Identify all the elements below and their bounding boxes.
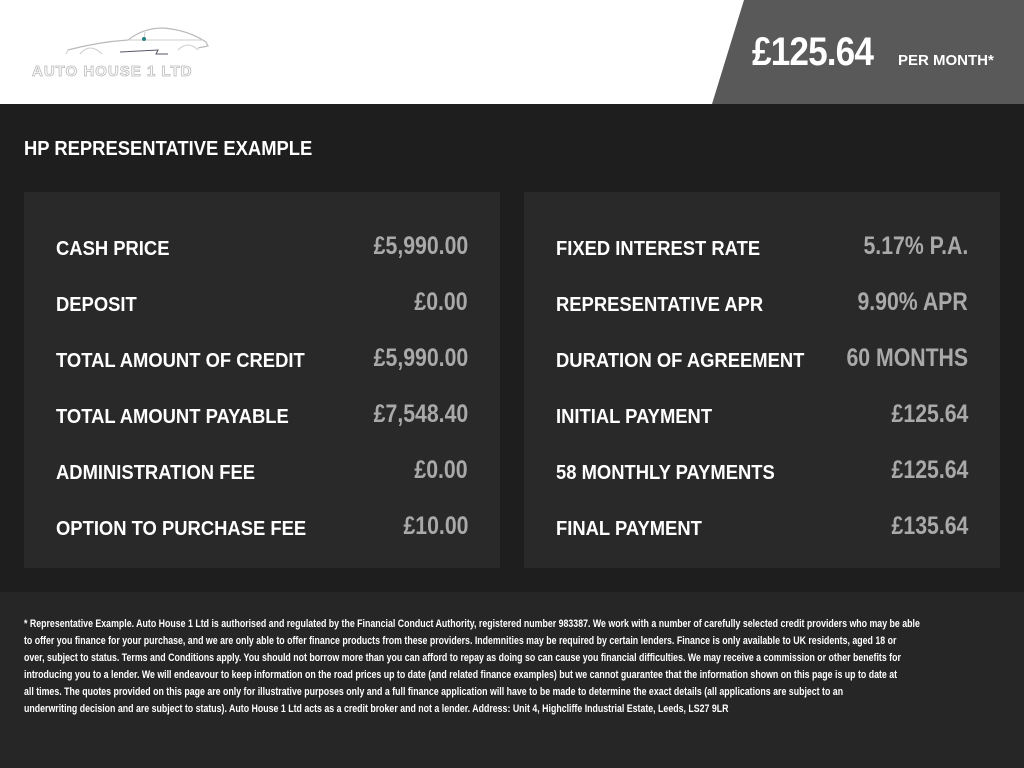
disclaimer-text: * Representative Example. Auto House 1 L… — [24, 616, 1024, 718]
logo-text: AUTO HOUSE 1 LTD — [32, 63, 192, 80]
row-value: £125.64 — [891, 400, 968, 428]
row-label: 58 MONTHLY PAYMENTS — [556, 462, 775, 484]
disclaimer-line: to offer you finance for your purchase, … — [24, 635, 897, 647]
finance-row: INITIAL PAYMENT £125.64 — [556, 396, 968, 436]
section-title: HP REPRESENTATIVE EXAMPLE — [24, 138, 313, 160]
finance-row: 58 MONTHLY PAYMENTS £125.64 — [556, 452, 968, 492]
row-value: £10.00 — [403, 512, 468, 540]
finance-row: REPRESENTATIVE APR 9.90% APR — [556, 284, 968, 324]
company-logo: AUTO HOUSE 1 LTD — [32, 27, 209, 80]
disclaimer-line: all times. The quotes provided on this p… — [24, 686, 844, 698]
finance-row: TOTAL AMOUNT OF CREDIT £5,990.00 — [56, 340, 468, 380]
header: AUTO HOUSE 1 LTD £125.64 PER MONTH* — [0, 0, 1024, 104]
row-label: ADMINISTRATION FEE — [56, 462, 255, 484]
row-value: £5,990.00 — [373, 344, 468, 372]
finance-example-section: HP REPRESENTATIVE EXAMPLE CASH PRICE £5,9… — [0, 104, 1024, 592]
disclaimer-line: * Representative Example. Auto House 1 L… — [24, 618, 920, 630]
row-value: 9.90% APR — [857, 288, 968, 316]
finance-row: DURATION OF AGREEMENT 60 MONTHS — [556, 340, 968, 380]
right-panel: FIXED INTEREST RATE 5.17% P.A. REPRESENTAT… — [524, 192, 1000, 568]
row-label: FIXED INTEREST RATE — [556, 238, 761, 260]
monthly-price-box: £125.64 PER MONTH* — [712, 0, 1024, 104]
row-label: REPRESENTATIVE APR — [556, 294, 764, 316]
finance-row: ADMINISTRATION FEE £0.00 — [56, 452, 468, 492]
row-value: £5,990.00 — [373, 232, 468, 260]
row-label: TOTAL AMOUNT OF CREDIT — [56, 350, 305, 372]
disclaimer-footer: * Representative Example. Auto House 1 L… — [0, 592, 1024, 768]
per-month-label: PER MONTH* — [898, 52, 994, 69]
row-label: INITIAL PAYMENT — [556, 406, 713, 428]
row-label: DEPOSIT — [56, 294, 137, 316]
row-value: £125.64 — [891, 456, 968, 484]
monthly-price: £125.64 — [752, 30, 874, 74]
disclaimer-line: over, subject to status. Terms and Condi… — [24, 652, 901, 664]
finance-row: TOTAL AMOUNT PAYABLE £7,548.40 — [56, 396, 468, 436]
row-label: FINAL PAYMENT — [556, 518, 702, 540]
row-value: £135.64 — [891, 512, 968, 540]
finance-row: DEPOSIT £0.00 — [56, 284, 468, 324]
row-value: £0.00 — [414, 456, 468, 484]
row-label: CASH PRICE — [56, 238, 170, 260]
row-value: 5.17% P.A. — [863, 232, 968, 260]
left-panel: CASH PRICE £5,990.00 DEPOSIT £0.00 TOTAL AMO… — [24, 192, 500, 568]
row-value: £7,548.40 — [373, 400, 468, 428]
row-value: 60 MONTHS — [846, 344, 968, 372]
finance-row: FIXED INTEREST RATE 5.17% P.A. — [556, 228, 968, 268]
disclaimer-line: introducing you to a lender. We will end… — [24, 669, 898, 681]
row-label: OPTION TO PURCHASE FEE — [56, 518, 307, 540]
finance-row: OPTION TO PURCHASE FEE £10.00 — [56, 508, 468, 548]
finance-row: CASH PRICE £5,990.00 — [56, 228, 468, 268]
row-value: £0.00 — [414, 288, 468, 316]
finance-row: FINAL PAYMENT £135.64 — [556, 508, 968, 548]
row-label: DURATION OF AGREEMENT — [556, 350, 805, 372]
row-label: TOTAL AMOUNT PAYABLE — [56, 406, 289, 428]
disclaimer-line: underwriting decision and are subject to… — [24, 703, 729, 715]
